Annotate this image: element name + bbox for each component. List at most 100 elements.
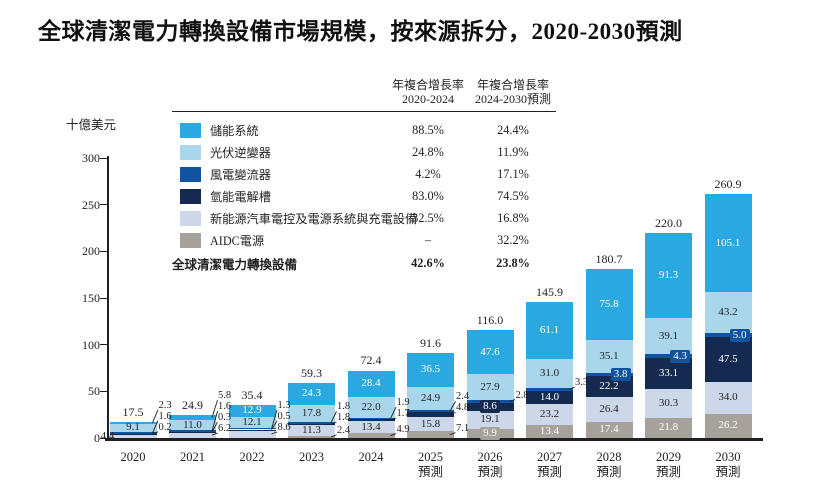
- segment-value-label: 61.1: [539, 323, 560, 336]
- legend-item-label: 氫能電解槽: [172, 187, 384, 205]
- legend-cagr-2024-2030: 17.1%: [497, 166, 529, 181]
- segment-value-label: 35.1: [599, 349, 619, 362]
- segment-value-label: 24.3: [301, 387, 322, 400]
- bar-segment-2028-nev: [585, 397, 633, 422]
- segment-value-callout: 8.6: [277, 421, 291, 433]
- segment-value-label: 47.5: [718, 353, 738, 366]
- legend-swatch-h2: [180, 188, 201, 204]
- bar-segment-2028-wind: [585, 372, 633, 377]
- segment-value-callout: 1.8: [337, 412, 351, 424]
- legend-total-cagr1: 42.6%: [411, 255, 445, 270]
- x-axis-tick-label: 2025: [418, 450, 443, 464]
- bar-total-label: 260.9: [714, 177, 742, 192]
- segment-value-callout: 2.3: [158, 399, 172, 411]
- bar-segment-2030-storage: [704, 194, 752, 293]
- segment-value-chip: 5.0: [729, 328, 750, 342]
- bar-total-label: 59.3: [301, 365, 322, 380]
- segment-value-label: 43.2: [718, 306, 738, 319]
- bar-segment-2022-pv: [228, 417, 276, 429]
- bar-segment-2030-wind: [704, 332, 752, 338]
- segment-value-label: 23.2: [539, 408, 560, 421]
- bar-segment-2026-pv: [466, 374, 514, 401]
- legend: 年複合增長率 2020-2024 年複合增長率 2024-2030預測 儲能系統…: [172, 78, 556, 275]
- segment-value-label: 30.3: [658, 397, 679, 409]
- cagr-column-2-header: 年複合增長率 2024-2030預測: [475, 78, 551, 106]
- x-axis-tick-label: 2028: [596, 450, 622, 464]
- legend-swatch-storage: [180, 122, 201, 138]
- bar-segment-2022-wind: [228, 428, 276, 430]
- y-axis-tick-mark: [100, 250, 107, 252]
- bar-segment-2020-nev: [109, 433, 157, 438]
- segment-value-label: 21.8: [658, 421, 679, 434]
- segment-value-chip: 8.6: [480, 400, 500, 414]
- bar-total-label: 72.4: [360, 353, 382, 368]
- x-axis-tick-label: 2029: [656, 450, 681, 464]
- x-axis-tick-label: 2021: [180, 450, 205, 464]
- legend-item-label: 光伏逆變器: [172, 143, 384, 161]
- legend-rows: 儲能系統 88.5% 24.4% 光伏逆變器 24.8% 11.9% 風電變流器 4.2% 17…: [172, 119, 556, 251]
- legend-item-label: 新能源汽車電控及電源系統與充電設備: [172, 209, 417, 227]
- bar-segment-2023-wind: [288, 421, 335, 424]
- segment-value-callout: 2.4: [456, 391, 470, 403]
- bar-segment-2024-aidc: [347, 433, 395, 438]
- bar-segment-2029-storage: [645, 232, 692, 318]
- segment-value-callout: 0.5: [277, 410, 291, 422]
- bar-segment-2029-pv: [645, 317, 692, 355]
- legend-total-row: 全球清潔電力轉換設備 42.6% 23.8%: [172, 251, 556, 275]
- segment-value-callout: 7.1: [456, 422, 470, 434]
- segment-value-callout: 1.7: [396, 408, 410, 420]
- y-axis-tick-label: 250: [82, 197, 100, 212]
- x-axis-tick-label: 2030: [715, 450, 741, 464]
- segment-value-label: 105.1: [715, 236, 741, 249]
- segment-value-callout: 1.6: [218, 401, 232, 413]
- x-axis-tick-label: 2023: [299, 450, 324, 464]
- legend-cagr-2020-2024: –: [424, 232, 432, 247]
- bar-segment-2025-wind: [407, 409, 454, 413]
- segment-value-label: 33.1: [658, 367, 679, 380]
- segment-value-label: 5.0: [705, 328, 750, 342]
- y-axis-tick-mark: [100, 437, 107, 439]
- legend-cagr-2024-2030: 11.9%: [497, 144, 529, 159]
- legend-cagr-2024-2030: 16.8%: [497, 210, 529, 225]
- y-axis-tick-mark: [100, 297, 107, 299]
- y-axis-tick-label: 150: [82, 291, 100, 305]
- segment-value-label: 34.0: [718, 391, 738, 404]
- segment-value-callout: 0.2: [158, 421, 172, 433]
- y-axis-tick-mark: [100, 157, 107, 159]
- segment-value-label: 26.4: [599, 402, 619, 415]
- bar-segment-2027-wind: [526, 387, 573, 391]
- bar-segment-2023-aidc: [288, 435, 335, 438]
- y-axis-tick-mark: [100, 390, 107, 392]
- legend-divider-line: [172, 111, 556, 112]
- bar-segment-2023-nev: [288, 425, 335, 436]
- segment-value-callout: 0.3: [218, 412, 232, 424]
- bar-segment-2025-aidc: [407, 431, 454, 438]
- x-axis-tick-sublabel: 預測: [655, 465, 681, 479]
- segment-value-callout: 3.3: [575, 377, 589, 389]
- bar-segment-2026-nev: [466, 410, 514, 429]
- legend-total-label: 全球清潔電力轉換設備: [172, 257, 298, 272]
- chart-title: 全球清潔電力轉換設備市場規模，按來源拆分，2020-2030預測: [38, 19, 683, 44]
- bar-segment-2027-h2: [526, 390, 573, 404]
- bar-total-label: 116.0: [476, 312, 504, 327]
- legend-item-wind: 風電變流器 4.2% 17.1%: [172, 163, 556, 185]
- segment-value-label: 9.1: [126, 421, 140, 434]
- legend-item-storage: 儲能系統 88.5% 24.4%: [172, 119, 556, 141]
- legend-cagr-2020-2024: 88.5%: [412, 122, 444, 137]
- legend-swatch-pv: [180, 144, 201, 160]
- bar-segment-2023-pv: [288, 405, 335, 422]
- bar-segment-2025-storage: [407, 352, 454, 387]
- bar-segment-2029-wind: [645, 354, 692, 359]
- segment-value-label: 27.9: [480, 380, 500, 393]
- segment-value-callout: 4.9: [396, 423, 410, 435]
- segment-value-label: 47.6: [480, 345, 500, 358]
- segment-value-label: 22.0: [361, 400, 381, 413]
- legend-cagr-2024-2030: 32.2%: [497, 232, 529, 247]
- segment-value-label: 14.0: [539, 390, 560, 403]
- segment-value-label: 4.4: [100, 429, 115, 442]
- bar-segment-2028-aidc: [585, 421, 633, 438]
- legend-cagr-2020-2024: 32.5%: [412, 210, 444, 225]
- bar-total-label: 145.9: [536, 284, 563, 299]
- bar-segment-2029-nev: [645, 389, 692, 418]
